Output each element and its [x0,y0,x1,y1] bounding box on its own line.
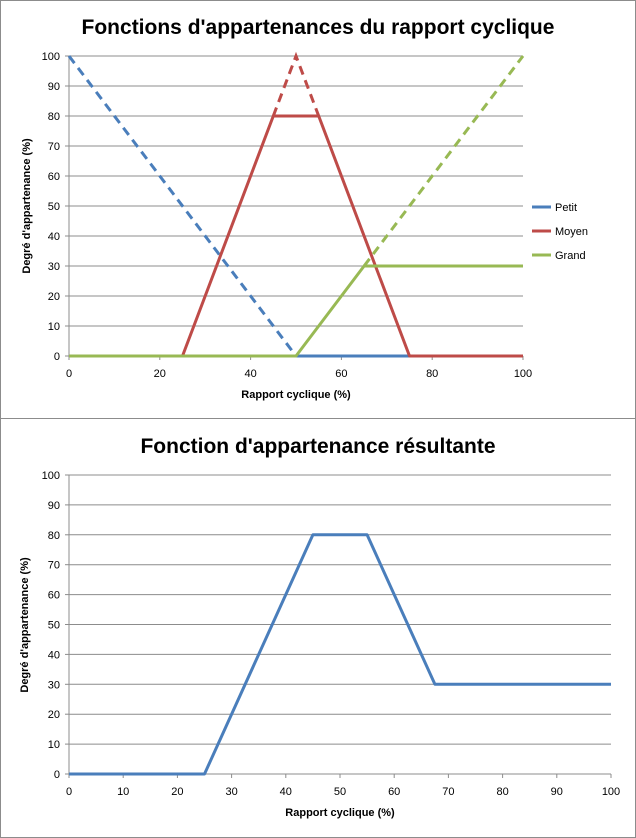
chart-panel-resulting [0,419,636,838]
chart1-x-axis-label: Rapport cyclique (%) [241,389,351,401]
chart2-y-tick-label: 50 [48,620,60,632]
chart2-y-tick-label: 100 [42,470,60,482]
legend-label-petit: Petit [555,202,577,214]
chart2-y-tick-label: 30 [48,679,60,691]
chart2-y-tick-label: 0 [54,769,60,781]
chart2-series-series-1-line [69,533,611,776]
chart1-y-tick-label: 30 [48,261,60,273]
chart1-y-tick-label: 40 [48,231,60,243]
chart1-y-tick-label: 60 [48,171,60,183]
chart2-x-tick-label: 30 [225,786,237,798]
chart2-x-axis-label: Rapport cyclique (%) [285,807,395,819]
chart1-series-petit-dashed [67,55,298,357]
chart1-y-tick-label: 100 [42,51,60,63]
chart2-x-tick-label: 100 [602,786,620,798]
chart2-y-axis-label: Degré d'appartenance (%) [19,557,31,693]
chart2-x-tick-label: 20 [171,786,183,798]
chart2-y-tick-label: 10 [48,739,60,751]
chart2-x-tick-label: 0 [66,786,72,798]
chart2-x-tick-label: 40 [280,786,292,798]
chart1-y-tick-label: 50 [48,201,60,213]
chart2-x-tick-label: 10 [117,786,129,798]
chart1-x-tick-label: 20 [154,368,166,380]
chart1-y-tick-label: 10 [48,321,60,333]
chart1-y-tick-label: 0 [54,351,60,363]
chart2-y-tick-label: 20 [48,709,60,721]
chart1-x-tick-label: 40 [244,368,256,380]
chart1-y-tick-label: 70 [48,141,60,153]
chart1-series-grand-line [69,264,523,358]
legend-label-moyen: Moyen [555,226,588,238]
chart2-x-tick-label: 80 [496,786,508,798]
chart1-y-tick-label: 80 [48,111,60,123]
chart2-y-tick-label: 80 [48,530,60,542]
legend-label-grand: Grand [555,250,586,262]
chart1-x-tick-label: 60 [335,368,347,380]
chart1-legend: Petit Moyen Grand [532,202,588,262]
chart2-y-tick-label: 60 [48,590,60,602]
chart1-x-tick-label: 0 [66,368,72,380]
chart2-x-tick-label: 60 [388,786,400,798]
chart2-x-tick-label: 50 [334,786,346,798]
chart1-y-axis-label: Degré d'appartenance (%) [21,138,33,274]
chart1-series-grand-dashed [362,55,525,267]
chart2-x-tick-label: 70 [442,786,454,798]
chart1-x-tick-label: 100 [514,368,532,380]
chart1-series-moyen-dashed [271,51,321,117]
chart2-x-tick-label: 90 [551,786,563,798]
chart1-title: Fonctions d'appartenances du rapport cyc… [82,16,555,39]
chart1-x-tick-label: 80 [426,368,438,380]
chart1-y-tick-label: 20 [48,291,60,303]
chart2-y-tick-label: 70 [48,560,60,572]
chart2-y-tick-label: 40 [48,649,60,661]
chart-panel-membership [0,0,636,419]
chart2-title: Fonction d'appartenance résultante [140,435,495,458]
chart2-y-tick-label: 90 [48,500,60,512]
chart1-y-tick-label: 90 [48,81,60,93]
